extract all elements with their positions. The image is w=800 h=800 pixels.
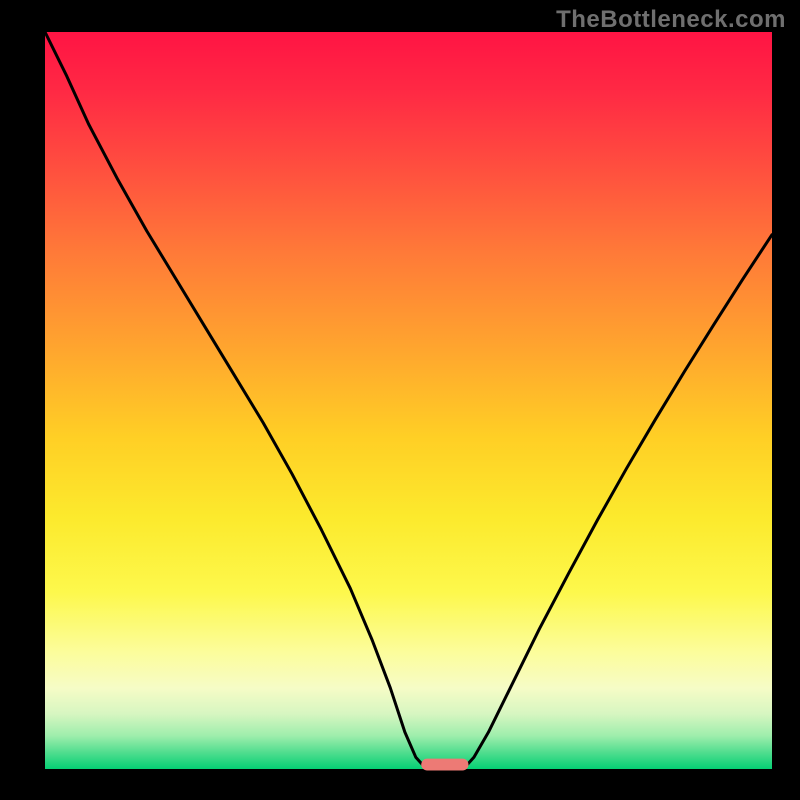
watermark-text: TheBottleneck.com: [556, 6, 786, 34]
bottleneck-marker: [421, 759, 468, 771]
chart-plot-area: [45, 32, 772, 769]
chart-container: TheBottleneck.com: [0, 0, 800, 800]
bottleneck-curve-chart: [0, 0, 800, 800]
